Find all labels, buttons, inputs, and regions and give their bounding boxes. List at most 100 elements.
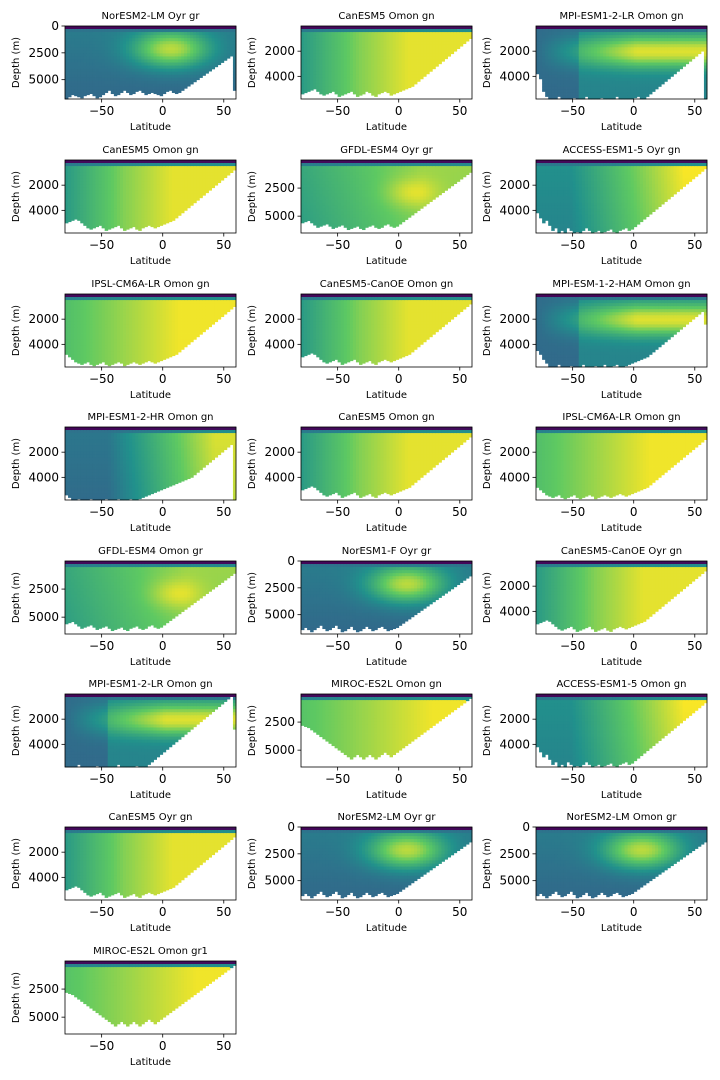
- heatmap-cell: [316, 56, 320, 60]
- heatmap-cell: [113, 196, 118, 200]
- heatmap-cell: [147, 166, 151, 170]
- heatmap-cell: [184, 187, 188, 191]
- heatmap-cell: [135, 208, 139, 213]
- heatmap-cell: [417, 29, 421, 33]
- heatmap-cell: [123, 229, 127, 231]
- heatmap-cell: [322, 92, 326, 96]
- heatmap-cell: [92, 223, 96, 228]
- heatmap-cell: [587, 71, 592, 76]
- heatmap-cell: [141, 86, 145, 91]
- heatmap-cell: [141, 50, 145, 54]
- subplot-svg: CanESM5 Omon gn−50 0 5020004000LatitudeDep…: [247, 11, 473, 133]
- heatmap-cell: [374, 89, 378, 94]
- heatmap-cell: [211, 187, 216, 189]
- heatmap-cell: [322, 184, 326, 188]
- heatmap-cell: [368, 62, 372, 66]
- heatmap-cell: [352, 205, 357, 210]
- heatmap-cell: [162, 56, 167, 60]
- heatmap-cell: [110, 214, 115, 219]
- heatmap-cell: [648, 80, 653, 85]
- heatmap-cell: [199, 187, 203, 191]
- heatmap-cell: [89, 59, 93, 63]
- heatmap-cell: [123, 199, 127, 203]
- heatmap-cell: [174, 190, 179, 194]
- heatmap-cell: [615, 65, 619, 69]
- heatmap-cell: [682, 44, 687, 48]
- heatmap-cell: [86, 172, 90, 176]
- heatmap-cell: [569, 41, 574, 45]
- heatmap-cell: [386, 83, 390, 88]
- heatmap-cell: [113, 220, 118, 225]
- heatmap-cell: [74, 50, 78, 54]
- heatmap-cell: [162, 211, 167, 216]
- heatmap-cell: [71, 50, 75, 54]
- heatmap-cell: [104, 71, 109, 76]
- heatmap-cell: [119, 71, 124, 76]
- heatmap-cell: [95, 193, 99, 197]
- heatmap-cell: [104, 229, 109, 231]
- heatmap-cell: [171, 166, 176, 170]
- heatmap-cell: [606, 32, 610, 36]
- heatmap-cell: [196, 178, 200, 182]
- heatmap-cell: [627, 47, 632, 51]
- heatmap-cell: [74, 38, 78, 42]
- heatmap-cell: [636, 35, 641, 39]
- heatmap-cell: [621, 35, 625, 39]
- heatmap-cell: [615, 32, 619, 36]
- heatmap-cell: [232, 53, 237, 57]
- heatmap-cell: [226, 32, 231, 36]
- heatmap-cell: [165, 29, 170, 33]
- heatmap-cell: [673, 32, 677, 36]
- heatmap-cell: [682, 59, 687, 63]
- heatmap-cell: [362, 220, 366, 225]
- heatmap-cell: [150, 166, 154, 170]
- heatmap-cell: [65, 92, 69, 97]
- heatmap-cell: [156, 53, 161, 57]
- heatmap-cell: [98, 80, 103, 85]
- heatmap-cell: [138, 65, 142, 69]
- heatmap-cell: [199, 178, 203, 182]
- heatmap-cell: [205, 59, 209, 63]
- heatmap-cell: [171, 83, 176, 88]
- heatmap-cell: [162, 83, 167, 88]
- heatmap-cell: [603, 62, 607, 66]
- heatmap-cell: [123, 205, 127, 210]
- heatmap-cell: [337, 187, 342, 191]
- heatmap-cell: [95, 65, 99, 69]
- heatmap-cell: [92, 184, 96, 188]
- heatmap-cell: [65, 56, 69, 60]
- heatmap-cell: [229, 163, 234, 167]
- heatmap-cell: [104, 226, 109, 231]
- heatmap-cell: [304, 196, 308, 200]
- heatmap-cell: [346, 169, 351, 173]
- heatmap-cell: [691, 44, 696, 48]
- heatmap-cell: [328, 29, 332, 33]
- heatmap-cell: [374, 41, 378, 45]
- heatmap-cell: [536, 62, 540, 66]
- heatmap-cell: [190, 74, 194, 79]
- heatmap-cell: [633, 65, 638, 69]
- heatmap-cell: [71, 166, 75, 170]
- heatmap-cell: [110, 193, 115, 197]
- heatmap-cell: [150, 223, 154, 228]
- heatmap-cell: [119, 47, 124, 51]
- heatmap-cell: [208, 169, 212, 173]
- heatmap-cell: [89, 50, 93, 54]
- heatmap-cell: [600, 71, 604, 76]
- heatmap-cell: [68, 38, 72, 42]
- heatmap-cell: [168, 44, 173, 48]
- heatmap-cell: [126, 35, 130, 39]
- heatmap-cell: [572, 44, 577, 48]
- heatmap-cell: [401, 47, 406, 51]
- heatmap-cell: [107, 178, 112, 182]
- heatmap-cell: [395, 29, 400, 33]
- heatmap-cell: [141, 41, 145, 45]
- heatmap-cell: [652, 86, 656, 91]
- heatmap-cell: [89, 169, 93, 173]
- heatmap-cell: [162, 71, 167, 76]
- heatmap-cell: [441, 44, 445, 48]
- heatmap-cell: [322, 77, 326, 82]
- heatmap-cell: [92, 202, 96, 207]
- heatmap-cell: [392, 35, 397, 39]
- heatmap-cell: [319, 80, 323, 85]
